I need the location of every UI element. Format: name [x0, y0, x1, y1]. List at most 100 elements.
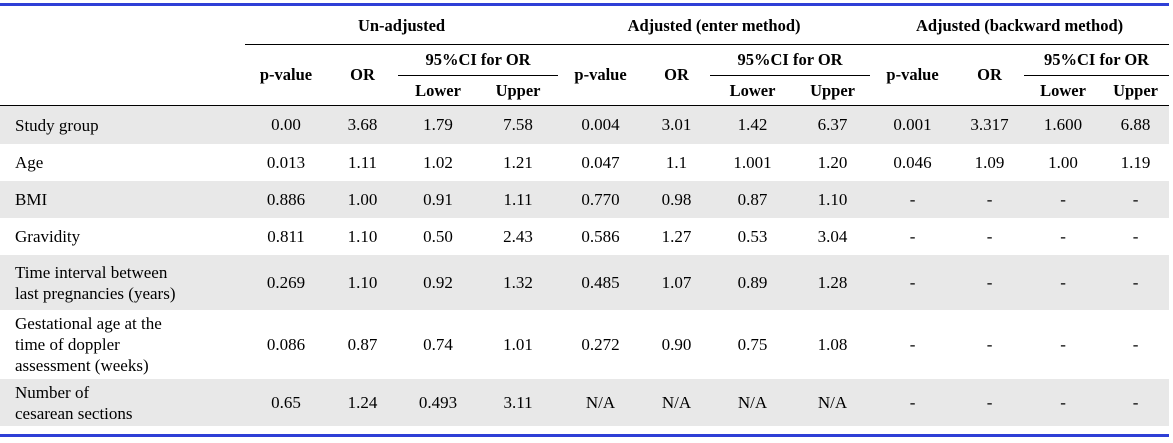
cell-value: 0.013 [266, 152, 306, 172]
cell-value: N/A [795, 379, 871, 426]
row-label-line: time of doppler [15, 335, 120, 354]
cell-value: 0.90 [661, 334, 692, 354]
cell-value: - [870, 255, 956, 310]
row-label-line: last pregnancies (years) [15, 283, 176, 303]
cell-value: 1.00 [1048, 152, 1078, 172]
cell-value: 3.68 [327, 105, 398, 144]
cell-value: 1.07 [643, 255, 711, 310]
cell-value: 1.600 [1024, 105, 1103, 144]
col-lower-3: Lower [1024, 75, 1103, 106]
row-label-line: Age [15, 153, 44, 172]
cell-value: - [870, 379, 956, 426]
row-label-line: assessment (weeks) [15, 356, 149, 375]
cell-value: 0.001 [870, 105, 956, 144]
cell-value: 1.1 [665, 152, 688, 172]
cell-value: 1.28 [795, 255, 871, 310]
cell-value: 3.01 [643, 105, 711, 144]
table-row: Study group 0.00 3.68 1.79 7.58 0.004 3.01 1.42… [0, 105, 1170, 144]
cell-value: 1.10 [347, 226, 378, 246]
cell-value: 1.01 [503, 334, 533, 354]
row-label-line: cesarean sections [15, 403, 133, 423]
cell-value: 3.317 [955, 105, 1025, 144]
col-pvalue-2: p-value [558, 44, 644, 106]
cell-value: 1.00 [327, 181, 398, 218]
cell-value: - [986, 334, 993, 354]
cell-value: - [1060, 226, 1066, 246]
col-ci-1: 95%CI for OR [398, 44, 559, 76]
table-row: Age 0.013 1.11 1.02 1.21 0.047 1.1 1.001 1.20 0.0… [0, 144, 1169, 181]
cell-value: 0.586 [581, 226, 620, 246]
cell-value: - [955, 255, 1025, 310]
cell-value: - [1102, 379, 1170, 426]
cell-value: 0.87 [347, 334, 378, 354]
cell-value: 7.58 [478, 105, 559, 144]
cell-value: 1.08 [817, 334, 848, 354]
cell-value: N/A [710, 379, 796, 426]
cell-value: 1.27 [661, 226, 692, 246]
cell-value: 1.21 [503, 152, 533, 172]
cell-value: 0.272 [581, 334, 620, 354]
row-label-line: Number of [15, 382, 90, 402]
header-label-cell [0, 44, 245, 106]
cell-value: - [909, 226, 916, 246]
cell-value: 0.75 [737, 334, 768, 354]
cell-value: - [1060, 334, 1066, 354]
cell-value: 1.42 [710, 105, 796, 144]
cell-value: 0.886 [245, 181, 327, 218]
row-label-line: Gestational age at the [15, 314, 162, 333]
row-label: Time interval between last pregnancies (y… [0, 255, 245, 310]
cell-value: 0.046 [893, 152, 932, 172]
cell-value: 1.79 [398, 105, 478, 144]
cell-value: - [955, 379, 1025, 426]
cell-value: 1.19 [1120, 152, 1151, 172]
col-pvalue-3: p-value [870, 44, 956, 106]
row-label: BMI [0, 181, 245, 218]
table-row: BMI 0.886 1.00 0.91 1.11 0.770 0.98 0.87 1.10- - -… [0, 181, 1170, 218]
cell-value: 0.004 [558, 105, 644, 144]
cell-value: 1.09 [974, 152, 1005, 172]
col-or-3: OR [955, 44, 1025, 106]
col-upper-1: Upper [478, 75, 559, 106]
cell-value: 0.65 [245, 379, 327, 426]
table-row: Number of cesarean sections 0.65 1.24 0.493 3… [0, 379, 1170, 426]
row-label-line: Study group [15, 115, 99, 135]
cell-value: 0.89 [710, 255, 796, 310]
col-upper-2: Upper [795, 75, 871, 106]
cell-value: 0.086 [266, 334, 306, 354]
cell-value: - [1102, 255, 1170, 310]
cell-value: 1.11 [347, 152, 378, 172]
col-or-2: OR [643, 44, 711, 106]
row-label: Number of cesarean sections [0, 379, 245, 426]
col-pvalue-1: p-value [245, 44, 327, 106]
col-ci-2: 95%CI for OR [710, 44, 871, 76]
cell-value: 1.001 [733, 152, 772, 172]
cell-value: 1.11 [478, 181, 559, 218]
cell-value: 0.98 [643, 181, 711, 218]
cell-value: 0.485 [558, 255, 644, 310]
row-label: Age [0, 144, 245, 181]
table-body: Study group 0.00 3.68 1.79 7.58 0.004 3.01 1.42… [0, 105, 1170, 426]
regression-table: Un-adjusted Adjusted (enter method) Adju… [0, 7, 1170, 426]
table-row: Gravidity 0.811 1.10 0.50 2.43 0.586 1.27 0.53 3… [0, 218, 1169, 255]
cell-value: 1.02 [423, 152, 453, 172]
cell-value: 1.24 [327, 379, 398, 426]
col-or-1: OR [327, 44, 398, 106]
cell-value: 0.91 [398, 181, 478, 218]
cell-value: - [1024, 181, 1103, 218]
cell-value: 1.20 [817, 152, 848, 172]
cell-value: 0.493 [398, 379, 478, 426]
row-label-line: Gravidity [15, 227, 81, 246]
group-backward-method: Adjusted (backward method) [870, 7, 1170, 45]
cell-value: - [1024, 255, 1103, 310]
cell-value: 0.74 [423, 334, 453, 354]
row-label: Study group [0, 105, 245, 144]
col-lower-2: Lower [710, 75, 796, 106]
cell-value: - [909, 334, 916, 354]
cell-value: 0.047 [581, 152, 620, 172]
row-label: Gestational age at the time of doppler ass… [0, 310, 245, 379]
cell-value: 1.10 [795, 181, 871, 218]
cell-value: N/A [643, 379, 711, 426]
table-row: Gestational age at the time of doppler ass… [0, 310, 1169, 379]
cell-value: 1.32 [478, 255, 559, 310]
